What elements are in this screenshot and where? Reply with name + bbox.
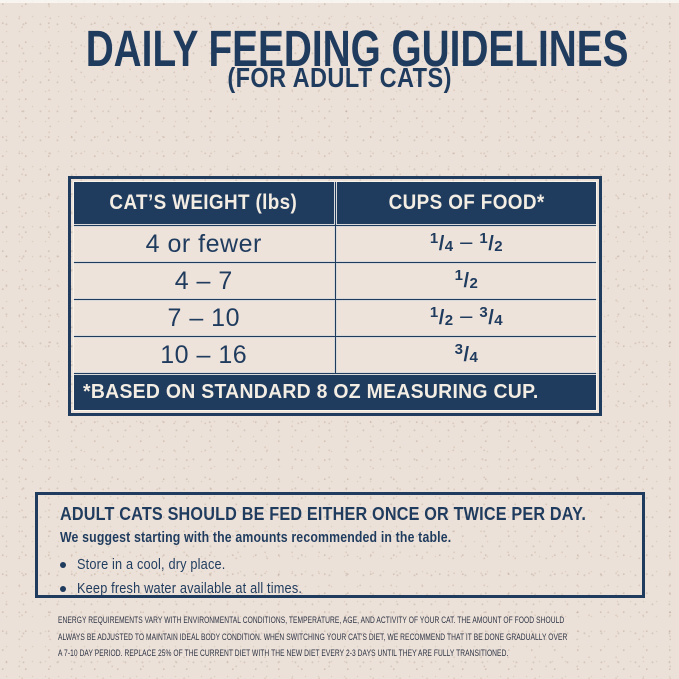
advice-heading: ADULT CATS SHOULD BE FED EITHER ONCE OR … [60,504,628,525]
fine-print-line: ENERGY REQUIREMENTS VARY WITH ENVIRONMEN… [58,615,565,626]
column-header-cups-label: CUPS OF FOOD* [388,191,545,214]
bullet-text: Keep fresh water available at all times. [77,580,303,597]
advice-subheading-text: We suggest starting with the amounts rec… [60,529,452,546]
cups-value: 1/2–3/4 [429,303,503,331]
page-subtitle-text: (FOR ADULT CATS) [227,62,452,93]
feeding-table: CAT’S WEIGHT (lbs) CUPS OF FOOD* 4 or fe… [68,176,602,416]
bullet-text: Store in a cool, dry place. [77,556,226,573]
weight-value: 7 – 10 [167,303,240,332]
range-dash: – [460,303,473,328]
weight-value: 10 – 16 [160,340,248,369]
feeding-advice-box: ADULT CATS SHOULD BE FED EITHER ONCE OR … [35,492,645,598]
weight-value: 4 – 7 [174,266,233,295]
fraction: 1/2 [429,303,454,329]
range-dash: – [460,229,473,254]
advice-heading-text: ADULT CATS SHOULD BE FED EITHER ONCE OR … [60,504,587,524]
cups-value: 3/4 [454,340,478,367]
list-item: Store in a cool, dry place. [60,556,628,573]
fraction: 1/2 [479,229,503,255]
cups-cell: 1/4–1/2 [336,227,596,261]
column-header-weight: CAT’S WEIGHT (lbs) [74,182,334,224]
advice-subheading: We suggest starting with the amounts rec… [60,529,628,547]
advice-bullet-list: Store in a cool, dry place. Keep fresh w… [60,556,628,597]
weight-cell: 7 – 10 [74,301,334,335]
page-title-text: DAILY FEEDING GUIDELINES [85,20,629,77]
fine-print-line: A 7-10 DAY PERIOD. REPLACE 25% OF THE CU… [58,648,509,659]
cups-cell: 1/2 [336,264,596,298]
fraction: 1/4 [429,229,454,255]
fraction: 1/2 [454,266,478,292]
feeding-table-grid: CAT’S WEIGHT (lbs) CUPS OF FOOD* 4 or fe… [74,182,596,410]
fraction: 3/4 [479,303,503,329]
column-header-weight-label: CAT’S WEIGHT (lbs) [109,191,298,214]
bullet-dot-icon [60,585,66,592]
cups-value: 1/2 [454,266,478,293]
fraction: 3/4 [454,340,478,366]
cups-value: 1/4–1/2 [429,229,503,257]
cups-cell: 3/4 [336,338,596,372]
weight-value: 4 or fewer [145,229,262,258]
table-footnote-text: *BASED ON STANDARD 8 OZ MEASURING CUP. [83,381,539,403]
weight-cell: 10 – 16 [74,338,334,372]
table-footnote-bar: *BASED ON STANDARD 8 OZ MEASURING CUP. [74,375,596,410]
page-subtitle: (FOR ADULT CATS) [0,62,679,94]
weight-cell: 4 – 7 [74,264,334,298]
bullet-dot-icon [60,561,66,568]
fine-print-line: ALWAYS BE ADJUSTED TO MAINTAIN IDEAL BOD… [58,631,568,643]
cups-cell: 1/2–3/4 [336,301,596,335]
image-edge-strip [0,0,679,3]
fine-print: ENERGY REQUIREMENTS VARY WITH ENVIRONMEN… [58,613,678,663]
list-item: Keep fresh water available at all times. [60,580,628,597]
page-title: DAILY FEEDING GUIDELINES [0,19,679,78]
column-header-cups: CUPS OF FOOD* [336,182,596,224]
weight-cell: 4 or fewer [74,227,334,261]
